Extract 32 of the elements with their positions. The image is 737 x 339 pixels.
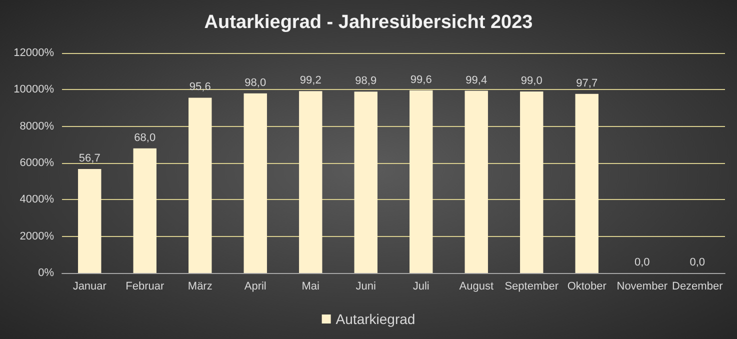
x-tick-label: Dezember [672, 280, 724, 292]
x-tick-label: Juni [356, 280, 376, 292]
y-tick-label: 12000% [14, 47, 54, 59]
x-tick-label: Mai [302, 280, 320, 292]
data-label: 99,6 [410, 74, 432, 86]
data-label: 56,7 [78, 152, 100, 165]
data-label: 99,2 [300, 74, 322, 87]
legend-label: Autarkiegrad [336, 311, 416, 327]
data-label: 99,4 [466, 74, 488, 86]
data-label: 98,9 [355, 75, 377, 88]
x-tick-label: Juli [412, 280, 430, 292]
data-label: 68,0 [134, 132, 156, 144]
x-tick-label: März [188, 280, 212, 292]
y-tick-label: 8000% [20, 120, 54, 132]
data-label: 98,0 [244, 76, 266, 89]
y-tick-label: 0% [38, 267, 54, 279]
x-tick-label: April [244, 280, 266, 292]
data-label: 97,7 [576, 77, 598, 90]
x-tick-label: September [504, 280, 559, 292]
y-tick-label: 4000% [20, 194, 54, 206]
x-tick-label: Oktober [567, 280, 607, 292]
y-tick-label: 10000% [14, 84, 54, 96]
y-tick-label: 2000% [20, 230, 54, 242]
y-tick-label: 6000% [20, 157, 54, 169]
data-label: 0,0 [634, 256, 650, 268]
x-tick-label: August [459, 280, 494, 292]
data-label: 0,0 [690, 256, 706, 268]
x-tick-label: November [616, 280, 668, 292]
x-tick-label: Februar [126, 280, 164, 292]
chart-title: Autarkiegrad - Jahresübersicht 2023 [204, 12, 533, 33]
data-label: 99,0 [520, 75, 542, 87]
x-tick-label: Januar [72, 280, 107, 292]
